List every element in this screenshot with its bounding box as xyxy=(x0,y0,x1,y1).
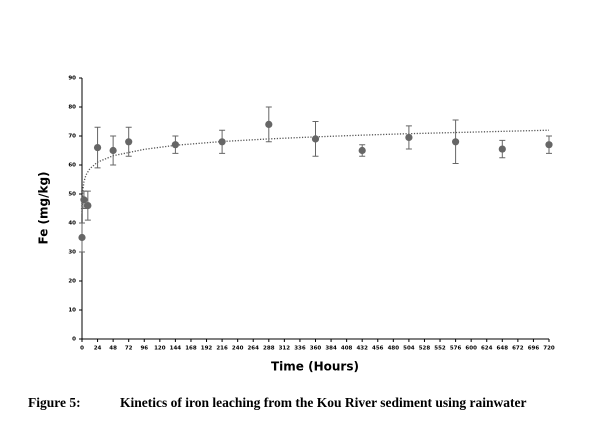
x-tick-label: 72 xyxy=(125,346,133,352)
x-tick-label: 408 xyxy=(341,346,353,352)
caption: Kinetics of iron leaching from the Kou R… xyxy=(120,395,526,410)
y-tick-label: 70 xyxy=(68,134,76,140)
data-point xyxy=(84,202,92,210)
data-point xyxy=(358,146,366,155)
data-point xyxy=(265,120,273,128)
x-tick-label: 552 xyxy=(434,346,446,352)
x-tick-label: 24 xyxy=(94,346,102,352)
x-tick-label: 480 xyxy=(388,346,400,352)
x-tick-label: 240 xyxy=(232,346,244,352)
caption-label: Figure 5: xyxy=(28,395,81,410)
x-tick-label: 504 xyxy=(403,346,415,352)
y-tick-label: 0 xyxy=(72,337,76,343)
x-tick-label: 696 xyxy=(528,346,540,352)
y-tick-label: 30 xyxy=(68,250,76,256)
y-axis-label: Fe (mg/kg) xyxy=(37,171,51,244)
x-tick-label: 0 xyxy=(80,346,84,352)
x-tick-label: 528 xyxy=(419,346,431,352)
data-point xyxy=(80,196,88,204)
x-tick-label: 600 xyxy=(465,346,477,352)
y-tick-label: 50 xyxy=(68,192,76,198)
x-tick-label: 336 xyxy=(294,346,306,352)
x-tick-label: 648 xyxy=(497,346,509,352)
x-tick-label: 168 xyxy=(185,346,197,352)
y-tick-label: 20 xyxy=(68,279,76,285)
data-point xyxy=(498,145,506,153)
x-tick-label: 288 xyxy=(263,346,275,352)
data-point xyxy=(109,146,117,155)
data-point xyxy=(311,135,320,143)
x-tick-label: 264 xyxy=(247,346,259,352)
data-point xyxy=(78,233,86,242)
x-tick-label: 120 xyxy=(154,346,166,352)
y-tick-label: 80 xyxy=(68,105,76,111)
x-tick-label: 576 xyxy=(450,346,462,352)
x-tick-label: 432 xyxy=(356,346,368,352)
y-tick-label: 90 xyxy=(68,76,76,82)
x-tick-label: 672 xyxy=(512,346,524,352)
x-tick-label: 192 xyxy=(201,346,213,352)
data-point xyxy=(218,138,226,146)
x-tick-label: 456 xyxy=(372,346,384,352)
y-tick-label: 10 xyxy=(68,308,76,314)
data-point xyxy=(171,141,179,149)
y-tick-label: 40 xyxy=(68,221,76,227)
x-tick-label: 96 xyxy=(140,346,148,352)
x-tick-label: 624 xyxy=(481,346,493,352)
x-axis-label: Time (Hours) xyxy=(271,360,359,374)
x-tick-label: 312 xyxy=(279,346,291,352)
x-tick-label: 48 xyxy=(109,346,117,352)
x-tick-label: 360 xyxy=(310,346,322,352)
x-tick-label: 144 xyxy=(170,346,182,352)
data-point xyxy=(93,144,102,152)
x-tick-label: 216 xyxy=(216,346,228,352)
data-point xyxy=(545,141,553,149)
data-point xyxy=(405,133,413,142)
data-point xyxy=(125,138,133,146)
x-tick-label: 384 xyxy=(325,346,337,352)
data-point xyxy=(452,138,460,146)
x-tick-label: 720 xyxy=(543,346,555,352)
y-tick-label: 60 xyxy=(68,163,76,169)
